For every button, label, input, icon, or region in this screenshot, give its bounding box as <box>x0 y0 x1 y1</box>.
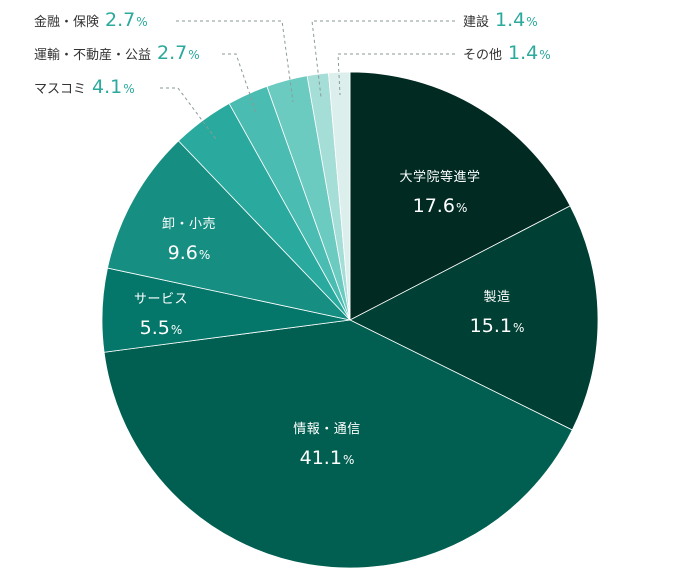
leader-line-other <box>337 53 455 96</box>
slice-value: 2.7% <box>105 9 148 31</box>
slice-value: 1.4% <box>508 42 551 64</box>
slice-label-transport-realestate-utilities: 運輸・不動産・公益 2.7% <box>34 42 200 67</box>
slice-value: 2.7% <box>157 42 200 64</box>
leader-line-mass-media <box>160 87 217 140</box>
slice-label-finance-insurance: 金融・保険 2.7% <box>34 9 148 34</box>
leader-line-construction <box>311 20 455 98</box>
slice-it-communications <box>103 319 573 569</box>
slices-group <box>101 71 599 569</box>
slice-value: 4.1% <box>92 76 135 98</box>
slice-label-mass-media: マスコミ 4.1% <box>34 76 135 101</box>
slice-graduate-school <box>349 71 571 321</box>
slice-other <box>328 71 351 321</box>
leader-line-transport-realestate-utilities <box>222 53 258 116</box>
slice-name: 運輸・不動産・公益 <box>34 48 152 63</box>
slice-name: 建設 <box>463 15 490 30</box>
slice-manufacturing <box>349 205 599 431</box>
slice-name: マスコミ <box>34 82 87 97</box>
slice-value: 1.4% <box>495 9 538 31</box>
slice-wholesale-retail <box>107 140 352 321</box>
slice-name: その他 <box>463 48 503 63</box>
slice-label-construction: 建設 1.4% <box>463 9 538 34</box>
slice-label-other: その他 1.4% <box>463 42 551 67</box>
slice-name: 金融・保険 <box>34 15 100 30</box>
leader-lines-group <box>160 20 455 140</box>
